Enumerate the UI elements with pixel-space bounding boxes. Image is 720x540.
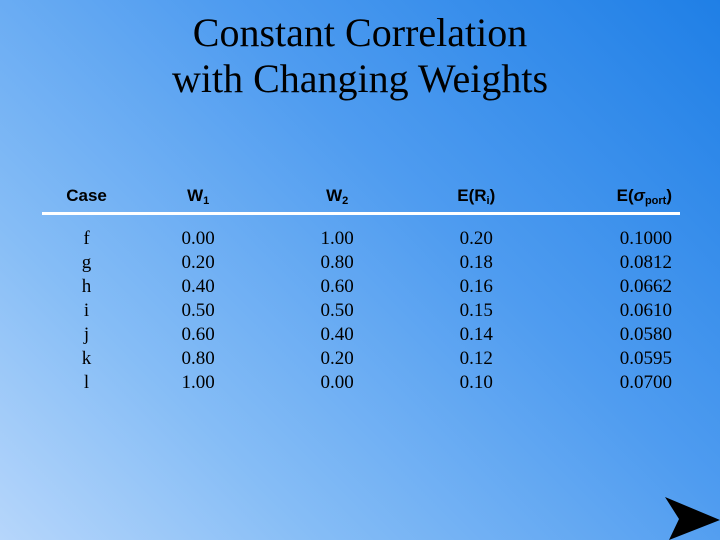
title-line-2: with Changing Weights [171, 56, 549, 101]
table-cell: 0.18 [459, 252, 493, 273]
table-cell: 0.15 [459, 300, 493, 321]
table-cell: 0.14 [459, 324, 493, 345]
table-cell: 1.00 [320, 228, 354, 249]
table-cell: 0.40 [181, 276, 215, 297]
table-cell: 0.00 [320, 372, 354, 393]
table-row: i 0.50 0.50 0.15 0.0610 [42, 299, 680, 323]
slide-title: Constant Correlation with Changing Weigh… [0, 10, 720, 102]
table-cell: 0.20 [181, 252, 215, 273]
table-cell: 0.16 [459, 276, 493, 297]
header-case: Case [66, 186, 107, 205]
table-cell: h [81, 276, 92, 297]
table-cell: 1.00 [181, 372, 215, 393]
table-cell: i [83, 300, 90, 321]
table-cell: 0.80 [181, 348, 215, 369]
table-cell: 0.0662 [619, 276, 672, 297]
table-cell: 0.0580 [619, 324, 672, 345]
table-header-row: Case W1 W2 E(Ri) E(σport) [42, 180, 680, 214]
table-cell: f [83, 228, 90, 249]
table-cell: l [83, 372, 90, 393]
table-row: g 0.20 0.80 0.18 0.0812 [42, 251, 680, 275]
table-cell: 0.0812 [619, 252, 672, 273]
arrow-right-icon[interactable] [665, 494, 720, 540]
table-cell: 0.60 [320, 276, 354, 297]
table-row: k 0.80 0.20 0.12 0.0595 [42, 347, 680, 371]
table-cell: 0.12 [459, 348, 493, 369]
table-cell: 0.60 [181, 324, 215, 345]
table-cell: j [83, 324, 90, 345]
weights-table: Case W1 W2 E(Ri) E(σport) f 0.00 1.00 0.20 0… [42, 180, 680, 395]
table-cell: 0.20 [459, 228, 493, 249]
table-cell: k [81, 348, 92, 369]
table-row: l 1.00 0.00 0.10 0.0700 [42, 371, 680, 395]
table-cell: 0.0700 [619, 372, 672, 393]
header-w2: W2 [326, 185, 349, 207]
table-row: h 0.40 0.60 0.16 0.0662 [42, 275, 680, 299]
table-cell: 0.20 [320, 348, 354, 369]
header-expected-sigma: E(σport) [616, 185, 672, 207]
table-cell: 0.40 [320, 324, 354, 345]
table-cell: 0.50 [320, 300, 354, 321]
header-expected-return: E(Ri) [457, 185, 496, 207]
header-w1: W1 [187, 185, 210, 207]
table-row: f 0.00 1.00 0.20 0.1000 [42, 214, 680, 252]
table-cell: 0.00 [181, 228, 215, 249]
table-cell: 0.1000 [619, 228, 672, 249]
title-line-1: Constant Correlation [192, 10, 528, 55]
table-cell: 0.80 [320, 252, 354, 273]
table-cell: g [81, 252, 92, 273]
table-cell: 0.10 [459, 372, 493, 393]
table-row: j 0.60 0.40 0.14 0.0580 [42, 323, 680, 347]
table-cell: 0.0595 [619, 348, 672, 369]
table-cell: 0.50 [181, 300, 215, 321]
table-cell: 0.0610 [619, 300, 672, 321]
